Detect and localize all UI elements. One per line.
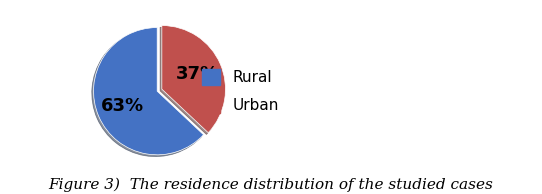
Legend: Rural, Urban: Rural, Urban — [196, 63, 285, 119]
Text: 37%: 37% — [175, 65, 218, 83]
Text: 63%: 63% — [101, 97, 144, 115]
Wedge shape — [94, 28, 204, 155]
Wedge shape — [162, 26, 225, 133]
Text: Figure 3)  The residence distribution of the studied cases: Figure 3) The residence distribution of … — [49, 178, 493, 192]
